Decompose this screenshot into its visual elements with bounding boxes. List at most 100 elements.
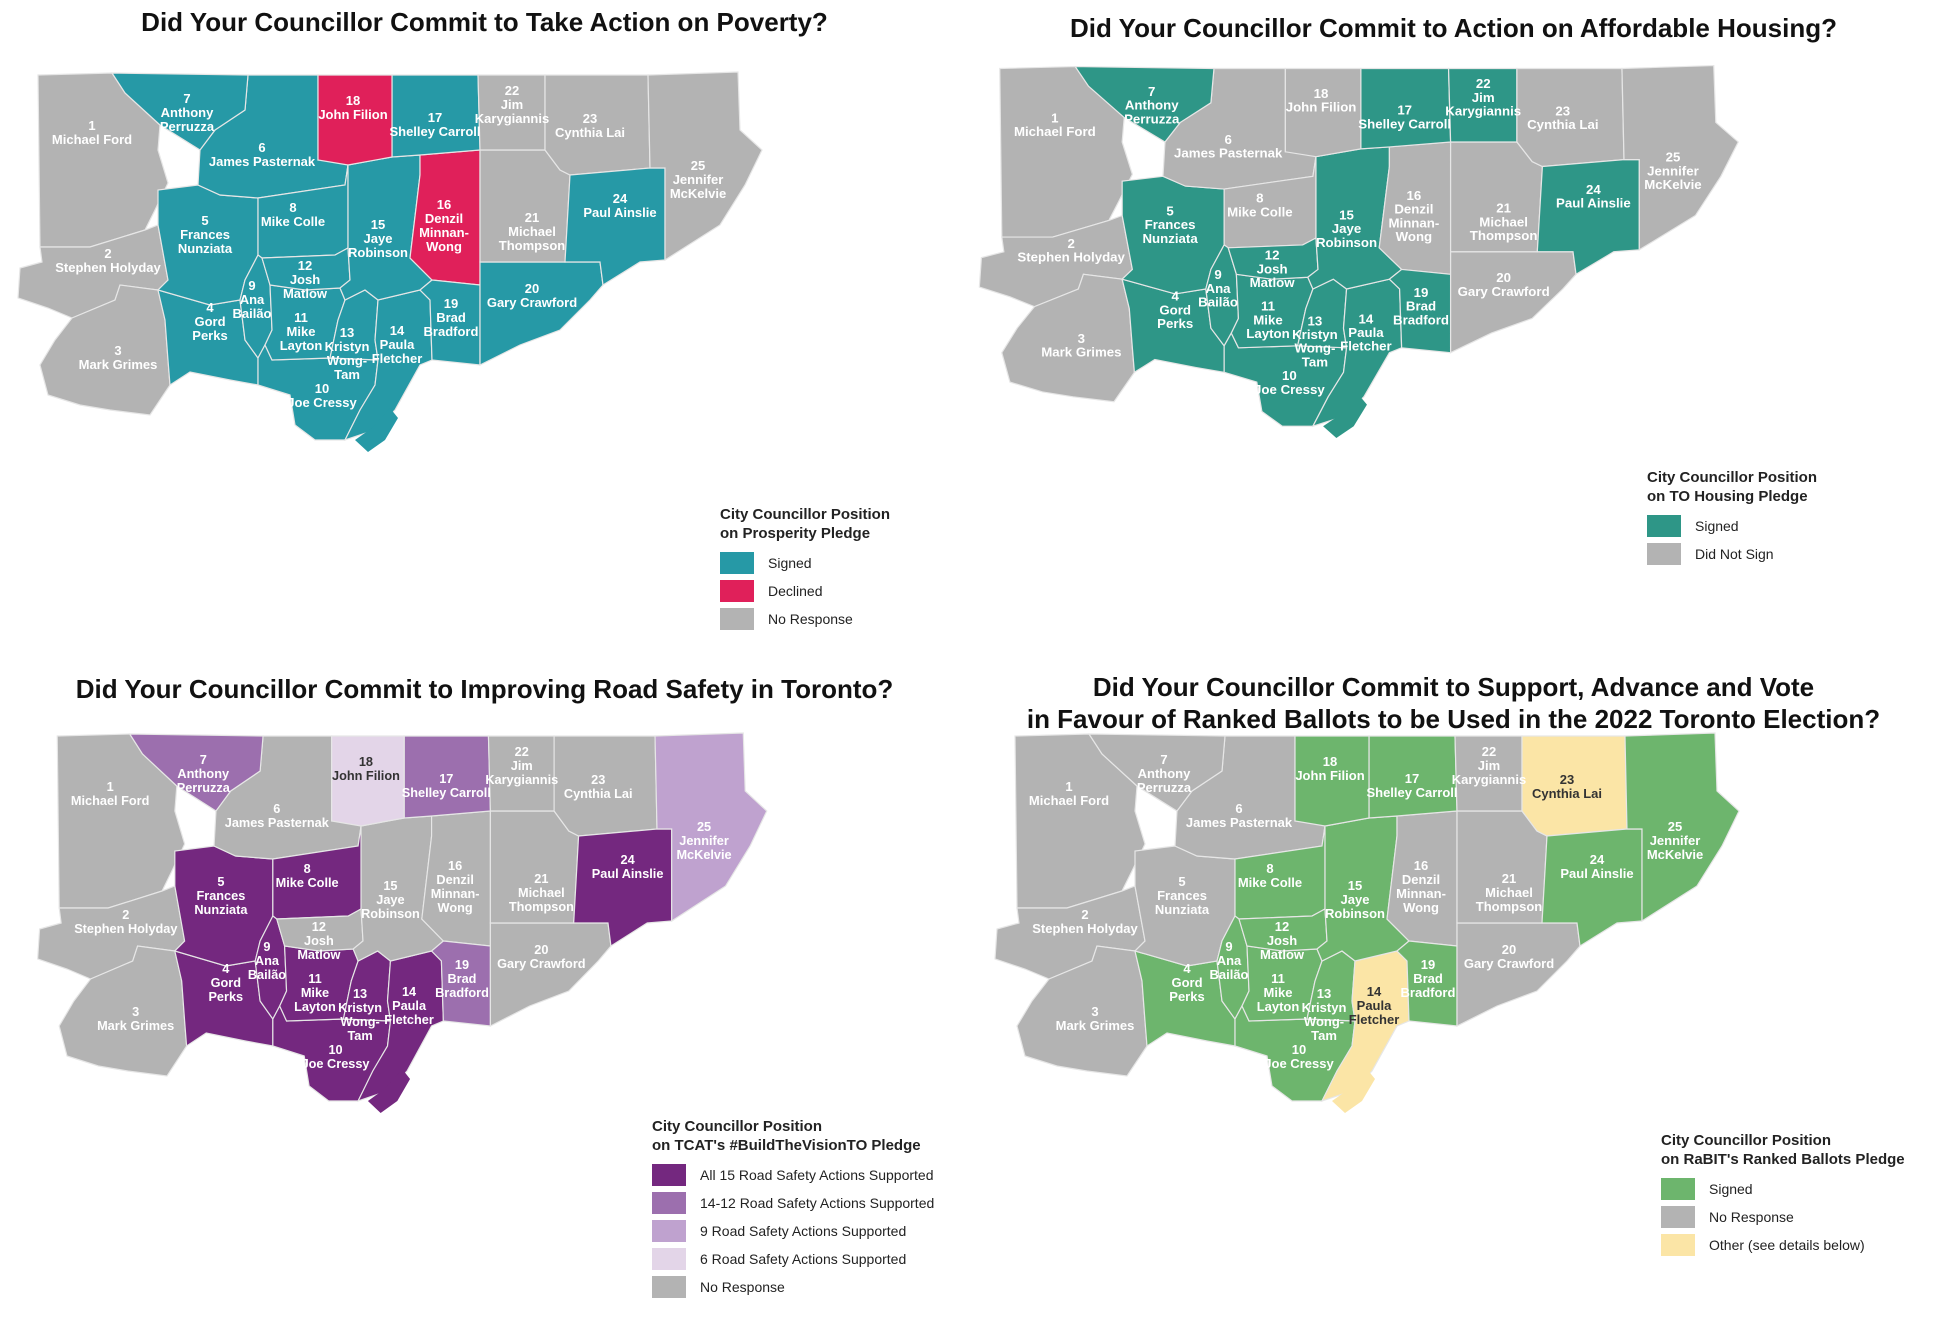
legend-title: City Councillor Position on TO Housing Pl… bbox=[1647, 468, 1817, 506]
ward-label-15: 15 Jaye Robinson bbox=[361, 878, 420, 921]
panel-title: Did Your Councillor Commit to Support, A… bbox=[969, 671, 1938, 735]
ward-label-4: 4 Gord Perks bbox=[192, 300, 227, 343]
ward-label-13: 13 Kristyn Wong-Tam bbox=[338, 986, 382, 1043]
ward-map: 1 Michael Ford 2 Stephen Holyday 3 Mark Grime… bbox=[37, 732, 768, 1113]
legend-swatch bbox=[652, 1276, 686, 1298]
legend-item: Declined bbox=[720, 577, 890, 605]
legend-swatch bbox=[652, 1164, 686, 1186]
legend-item: 6 Road Safety Actions Supported bbox=[652, 1245, 934, 1273]
ward-label-5: 5 Frances Nunziata bbox=[178, 213, 233, 256]
ward-label-9: 9 Ana Bailão bbox=[232, 278, 271, 321]
ward-label-2: 2 Stephen Holyday bbox=[74, 907, 178, 936]
ward-label-18: 18 John Filion bbox=[318, 93, 387, 122]
ward-label-12: 12 Josh Matlow bbox=[1250, 248, 1296, 290]
legend-swatch bbox=[1647, 515, 1681, 537]
ward-label-18: 18 John Filion bbox=[1286, 86, 1357, 114]
ward-label-22: 22 Jim Karygiannis bbox=[1445, 76, 1521, 118]
ward-label-10: 10 Joe Cressy bbox=[302, 1042, 371, 1071]
legend-swatch bbox=[1661, 1234, 1695, 1256]
ward-region-3 bbox=[58, 945, 188, 1077]
legend-swatch bbox=[652, 1248, 686, 1270]
title-line: Did Your Councillor Commit to Support, A… bbox=[1092, 672, 1815, 702]
ward-label-6: 6 James Pasternak bbox=[1174, 132, 1283, 160]
ward-label-8: 8 Mike Colle bbox=[261, 200, 325, 229]
ward-label-13: 13 Kristyn Wong-Tam bbox=[325, 325, 370, 382]
ward-label-14: 14 Paula Fletcher bbox=[1340, 312, 1392, 354]
ward-label-5: 5 Frances Nunziata bbox=[1142, 204, 1198, 246]
ward-label-10: 10 Joe Cressy bbox=[1264, 1042, 1334, 1071]
ward-label-23: 23 Cynthia Lai bbox=[555, 111, 625, 140]
ward-label-7: 7 Anthony Perruzza bbox=[177, 752, 231, 795]
ward-label-23: 23 Cynthia Lai bbox=[564, 772, 633, 801]
title-line: in Favour of Ranked Ballots to be Used i… bbox=[1026, 704, 1881, 734]
legend: City Councillor Position on RaBIT's Ranke… bbox=[1661, 1131, 1905, 1259]
panel-poverty: Did Your Councillor Commit to Take Actio… bbox=[0, 0, 969, 661]
ward-label-20: 20 Gary Crawford bbox=[1464, 942, 1554, 971]
legend-item: No Response bbox=[1661, 1203, 1905, 1231]
legend-title-line: City Councillor Position bbox=[652, 1118, 823, 1135]
legend-item: 14-12 Road Safety Actions Supported bbox=[652, 1189, 934, 1217]
ward-label-24: 24 Paul Ainslie bbox=[583, 191, 656, 220]
ward-label-6: 6 James Pasternak bbox=[209, 140, 316, 169]
ward-label-22: 22 Jim Karygiannis bbox=[1452, 744, 1526, 787]
ward-map: 1 Michael Ford 2 Stephen Holyday 3 Mark Grime… bbox=[994, 732, 1740, 1113]
legend-item: 9 Road Safety Actions Supported bbox=[652, 1217, 934, 1245]
legend-swatch bbox=[1647, 543, 1681, 565]
ward-label-13: 13 Kristyn Wong-Tam bbox=[1292, 314, 1338, 370]
legend-title: City Councillor Position on RaBIT's Ranke… bbox=[1661, 1131, 1905, 1169]
title-line: Did Your Councillor Commit to Improving … bbox=[75, 674, 894, 704]
ward-label-3: 3 Mark Grimes bbox=[97, 1004, 174, 1033]
map-group: 1 Michael Ford 2 Stephen Holyday 3 Mark Grime… bbox=[17, 71, 763, 452]
ward-region-3 bbox=[39, 284, 171, 416]
ward-region-7 bbox=[128, 733, 264, 812]
ward-label-1: 1 Michael Ford bbox=[52, 118, 132, 147]
legend-item: Signed bbox=[1647, 512, 1817, 540]
ward-label-14: 14 Paula Fletcher bbox=[1349, 984, 1400, 1027]
ward-label-4: 4 Gord Perks bbox=[208, 961, 243, 1004]
ward-label-6: 6 James Pasternak bbox=[225, 801, 330, 830]
legend-swatch bbox=[720, 552, 754, 574]
ward-label-20: 20 Gary Crawford bbox=[497, 942, 585, 971]
ward-label-5: 5 Frances Nunziata bbox=[1155, 874, 1210, 917]
panel-title: Did Your Councillor Commit to Improving … bbox=[0, 673, 969, 705]
ward-label-17: 17 Shelley Carroll bbox=[389, 110, 480, 139]
map-group: 1 Michael Ford 2 Stephen Holyday 3 Mark Grime… bbox=[994, 732, 1740, 1113]
ward-label-16: 16 Denzil Minnan-Wong bbox=[419, 197, 469, 254]
panel-title: Did Your Councillor Commit to Take Actio… bbox=[0, 6, 969, 38]
ward-label-19: 19 Brad Bradford bbox=[1393, 285, 1449, 327]
legend-label: Declined bbox=[768, 583, 823, 599]
legend-title: City Councillor Position on Prosperity Pl… bbox=[720, 505, 890, 543]
ward-label-11: 11 Mike Layton bbox=[1246, 299, 1290, 341]
ward-region-20 bbox=[489, 922, 612, 1027]
title-line: Did Your Councillor Commit to Take Actio… bbox=[141, 7, 828, 37]
ward-label-23: 23 Cynthia Lai bbox=[1532, 772, 1602, 801]
ward-label-12: 12 Josh Matlow bbox=[283, 258, 328, 301]
legend-label: Signed bbox=[768, 555, 812, 571]
ward-label-9: 9 Ana Bailão bbox=[248, 939, 286, 982]
ward-label-3: 3 Mark Grimes bbox=[1056, 1004, 1135, 1033]
legend-title-line: on TCAT's #BuildTheVisionTO Pledge bbox=[652, 1137, 921, 1154]
ward-label-4: 4 Gord Perks bbox=[1157, 289, 1193, 331]
ward-region-20 bbox=[1449, 251, 1577, 354]
ward-label-6: 6 James Pasternak bbox=[1186, 801, 1293, 830]
legend-label: Did Not Sign bbox=[1695, 546, 1774, 562]
ward-label-14: 14 Paula Fletcher bbox=[384, 984, 434, 1027]
ward-label-21: 21 Michael Thompson bbox=[1470, 201, 1538, 243]
legend-title-line: on Prosperity Pledge bbox=[720, 525, 871, 542]
legend-title-line: City Councillor Position bbox=[1661, 1132, 1832, 1149]
ward-label-3: 3 Mark Grimes bbox=[79, 343, 158, 372]
legend-label: No Response bbox=[768, 611, 853, 627]
ward-label-19: 19 Brad Bradford bbox=[435, 957, 489, 1000]
ward-region-25 bbox=[1621, 64, 1739, 251]
ward-label-25: 25 Jennifer McKelvie bbox=[676, 819, 731, 862]
ward-label-19: 19 Brad Bradford bbox=[1401, 957, 1456, 1000]
ward-region-18 bbox=[331, 735, 405, 827]
legend-item: Other (see details below) bbox=[1661, 1231, 1905, 1259]
legend-title-line: City Councillor Position bbox=[720, 506, 891, 523]
legend-title-line: City Councillor Position bbox=[1647, 469, 1818, 486]
ward-region-18 bbox=[317, 74, 393, 166]
ward-label-8: 8 Mike Colle bbox=[276, 861, 339, 890]
legend-item: Did Not Sign bbox=[1647, 540, 1817, 568]
ward-label-4: 4 Gord Perks bbox=[1169, 961, 1204, 1004]
legend-label: Signed bbox=[1695, 518, 1739, 534]
